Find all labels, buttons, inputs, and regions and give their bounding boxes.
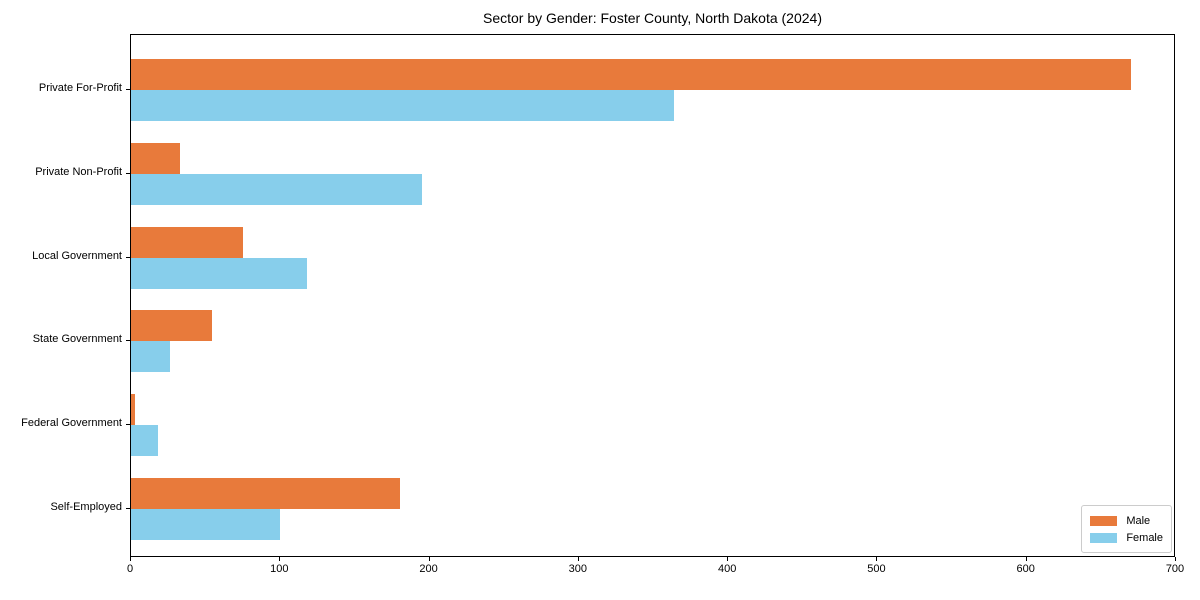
y-tick-mark	[126, 424, 130, 426]
bar-male-4	[131, 394, 136, 426]
legend-swatch-male	[1090, 515, 1118, 526]
plot-area	[130, 34, 1175, 557]
x-tick-mark	[428, 557, 430, 561]
bar-female-4	[131, 425, 158, 457]
x-tick-label: 700	[1165, 563, 1185, 575]
bar-male-1	[131, 142, 181, 174]
x-tick-label: 300	[568, 563, 588, 575]
x-tick-label: 100	[270, 563, 289, 575]
bar-female-3	[131, 341, 170, 373]
x-tick-label: 600	[1016, 563, 1035, 575]
bar-male-0	[131, 59, 1132, 90]
bar-male-3	[131, 310, 212, 342]
x-tick-mark	[279, 557, 281, 561]
legend-swatch-female	[1090, 532, 1118, 543]
x-tick-label: 0	[126, 563, 134, 575]
x-tick-mark	[1025, 557, 1027, 561]
legend-item-male: Male	[1090, 512, 1163, 529]
y-tick-label: Private Non-Profit	[35, 165, 122, 178]
x-tick-mark	[1175, 557, 1176, 561]
bar-male-5	[131, 478, 400, 509]
x-tick-label: 400	[717, 563, 737, 575]
y-tick-label: Local Government	[32, 249, 122, 262]
chart-title: Sector by Gender: Foster County, North D…	[482, 10, 822, 26]
y-tick-label: Federal Government	[21, 417, 122, 430]
y-tick-label: Private For-Profit	[38, 82, 122, 94]
bar-female-5	[131, 509, 281, 540]
x-tick-mark	[130, 557, 131, 561]
y-tick-mark	[126, 256, 130, 258]
x-tick-label: 200	[419, 563, 438, 575]
y-tick-mark	[126, 172, 130, 174]
y-tick-mark	[126, 89, 130, 90]
x-tick-label: 500	[867, 563, 886, 575]
bar-female-2	[131, 257, 308, 289]
x-tick-mark	[577, 557, 579, 561]
legend: Male Female	[1081, 505, 1172, 553]
bar-male-2	[131, 226, 243, 258]
x-tick-mark	[876, 557, 878, 561]
legend-item-female: Female	[1090, 529, 1163, 546]
legend-label: Male	[1126, 514, 1151, 527]
y-tick-label: State Government	[32, 333, 122, 346]
bar-female-1	[131, 173, 423, 205]
y-tick-label: Self-Employed	[50, 501, 122, 513]
legend-label: Female	[1126, 531, 1163, 544]
x-tick-mark	[727, 557, 729, 561]
y-tick-mark	[126, 508, 130, 509]
bar-female-0	[131, 90, 675, 121]
y-tick-mark	[126, 340, 130, 342]
